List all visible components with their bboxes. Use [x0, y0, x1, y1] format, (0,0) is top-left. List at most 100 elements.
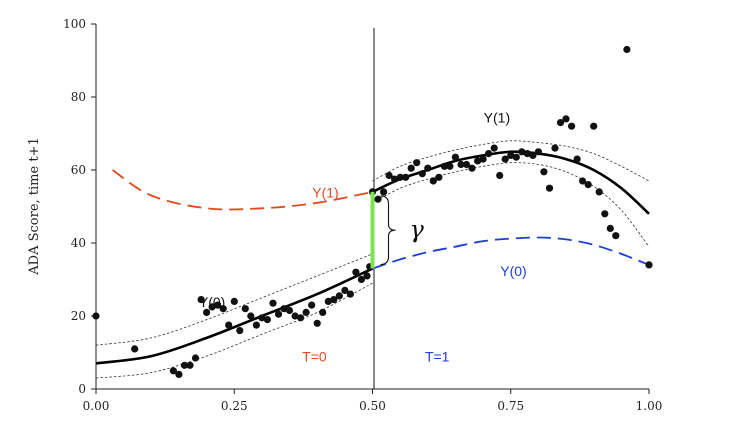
data-point [590, 122, 598, 130]
data-point [352, 268, 360, 276]
data-point [507, 151, 515, 159]
data-point [573, 155, 581, 163]
data-point [241, 305, 249, 313]
data-point [468, 164, 476, 172]
data-point [269, 299, 277, 307]
data-point [429, 177, 437, 185]
data-point [175, 370, 183, 378]
confidence-bands [95, 140, 650, 379]
data-point [623, 45, 631, 54]
x-tick-label: 0.25 [221, 399, 248, 413]
data-point [319, 308, 327, 316]
data-point [346, 290, 354, 298]
confidence-band-upper [95, 253, 373, 346]
data-point [645, 261, 653, 269]
data-point [324, 297, 332, 305]
data-point [595, 188, 603, 196]
data-point [451, 153, 459, 161]
data-point [534, 148, 543, 156]
data-point [424, 164, 432, 172]
data-point [191, 354, 200, 362]
data-point [297, 314, 305, 322]
data-point [462, 160, 471, 169]
data-point [258, 314, 266, 322]
data-point [529, 151, 537, 159]
label-t0: T=0 [302, 349, 327, 365]
data-point [556, 119, 565, 127]
data-point [291, 312, 299, 320]
data-point [280, 305, 288, 313]
data-point [490, 144, 498, 152]
data-point [584, 181, 592, 189]
y-tick-label: 40 [71, 236, 86, 250]
data-point [485, 150, 493, 158]
y-axis-label: ADA Score, time t+1 [27, 137, 42, 275]
counterfactual-line [372, 236, 650, 270]
label-y1-left: Y(1) [312, 184, 338, 200]
x-tick-label: 1.00 [636, 399, 663, 413]
x-tick-label: 0.00 [83, 399, 110, 413]
data-point [440, 162, 448, 170]
data-point [341, 286, 349, 294]
counterfactual-curves [112, 169, 650, 270]
data-point [313, 319, 321, 327]
data-point [247, 312, 255, 320]
data-point [208, 303, 216, 311]
fit-line [95, 267, 374, 365]
confidence-band-lower [372, 162, 650, 247]
scatter-points [92, 45, 653, 378]
y-tick-label: 0 [78, 382, 86, 396]
data-point [402, 173, 410, 181]
data-point [357, 275, 365, 284]
data-point [545, 184, 554, 192]
y-tick-label: 100 [63, 17, 86, 31]
data-point [496, 171, 504, 180]
data-point [252, 321, 260, 329]
data-point [606, 224, 614, 232]
data-point [612, 232, 620, 240]
data-point [551, 144, 559, 152]
label-y1-right: Y(1) [484, 110, 510, 126]
data-point [131, 345, 139, 353]
data-point [562, 115, 570, 123]
data-point [601, 210, 609, 218]
data-point [435, 173, 443, 181]
data-point [391, 175, 399, 183]
y-ticks: 0 20 40 60 80 100 [63, 17, 96, 396]
data-point [308, 301, 316, 309]
data-point [236, 327, 244, 335]
effect-brace [380, 195, 396, 266]
data-point [540, 168, 548, 176]
data-point [385, 171, 393, 180]
label-t1: T=1 [425, 349, 450, 365]
data-point [523, 150, 531, 158]
data-point [501, 155, 509, 163]
label-gamma: γ [410, 216, 425, 244]
data-point [186, 361, 194, 369]
data-point [335, 292, 343, 300]
data-point [230, 297, 238, 305]
data-point [380, 188, 388, 196]
label-y0-left: Y(0) [199, 294, 225, 310]
y-tick-label: 20 [71, 309, 86, 323]
data-point [197, 296, 205, 304]
data-point [263, 316, 271, 324]
data-point [518, 148, 526, 156]
x-ticks: 0.00 0.25 0.50 0.75 1.00 [83, 389, 663, 413]
data-point [169, 367, 177, 375]
data-point [214, 301, 222, 309]
data-point [330, 296, 338, 304]
data-point [479, 155, 487, 163]
data-point [396, 173, 404, 181]
data-point [568, 122, 576, 130]
data-point [363, 272, 371, 280]
label-y0-right: Y(0) [500, 263, 526, 279]
data-point [92, 312, 100, 320]
data-point [418, 170, 426, 178]
y-tick-label: 80 [71, 90, 86, 104]
data-point [180, 361, 189, 369]
x-tick-label: 0.75 [497, 399, 524, 413]
data-point [407, 164, 415, 172]
data-point [457, 160, 465, 169]
